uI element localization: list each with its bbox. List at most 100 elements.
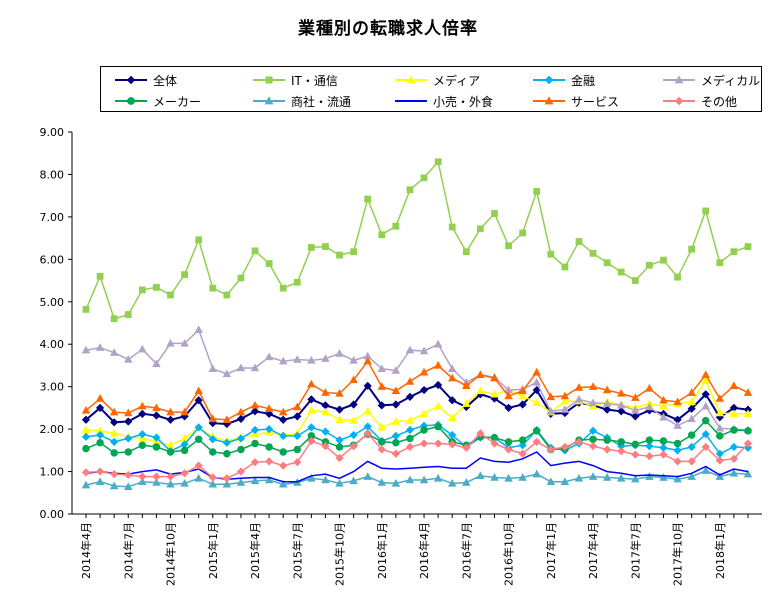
y-tick-label: 9.00: [40, 126, 65, 139]
data-point: [194, 435, 203, 444]
data-point: [588, 426, 598, 435]
y-tick-label: 5.00: [40, 296, 65, 309]
data-point: [433, 401, 443, 410]
data-point: [603, 405, 612, 414]
data-point: [433, 339, 443, 348]
data-point: [476, 429, 485, 438]
data-point: [674, 273, 681, 281]
data-point: [321, 475, 330, 484]
data-point: [349, 476, 358, 485]
data-point: [264, 457, 274, 466]
data-point: [377, 422, 387, 431]
data-point: [264, 404, 274, 412]
data-point: [377, 445, 386, 454]
data-point: [673, 457, 682, 466]
data-point: [405, 442, 415, 452]
data-point: [251, 439, 259, 448]
legend-label: メーカー: [153, 95, 202, 109]
data-point: [335, 349, 344, 357]
data-point: [405, 392, 415, 401]
data-point: [124, 311, 132, 318]
data-point: [166, 472, 175, 481]
data-point: [631, 450, 640, 459]
data-point: [167, 291, 174, 299]
series-9: [81, 429, 753, 483]
data-point: [729, 468, 739, 477]
data-point: [222, 474, 231, 483]
data-point: [166, 407, 175, 416]
data-point: [659, 473, 668, 481]
data-point: [82, 306, 90, 313]
data-point: [264, 475, 274, 484]
data-point: [673, 446, 682, 455]
data-point: [448, 440, 457, 449]
data-point: [153, 283, 160, 291]
data-point: [687, 431, 696, 439]
data-point: [222, 415, 232, 423]
x-tick-label: 2017年10月: [671, 522, 685, 586]
data-point: [603, 445, 612, 454]
y-tick-label: 6.00: [40, 253, 65, 266]
data-point: [124, 355, 133, 363]
series-line: [85, 451, 749, 483]
data-point: [180, 479, 189, 487]
data-point: [673, 474, 682, 483]
data-point: [574, 394, 584, 403]
data-point: [687, 404, 696, 413]
data-point: [95, 403, 105, 412]
data-point: [701, 376, 710, 384]
data-point: [616, 389, 626, 397]
data-point: [659, 412, 668, 421]
data-point: [420, 426, 428, 434]
data-point: [730, 248, 738, 256]
data-point: [81, 480, 91, 489]
data-point: [546, 477, 556, 485]
data-point: [405, 475, 415, 484]
data-point: [688, 245, 696, 253]
y-tick-label: 7.00: [40, 211, 65, 224]
data-point: [293, 355, 302, 363]
data-point: [265, 260, 273, 267]
data-point: [420, 174, 428, 182]
data-point: [208, 473, 217, 482]
data-point: [166, 479, 175, 488]
data-point: [124, 408, 133, 417]
data-point: [673, 421, 682, 429]
data-point: [138, 441, 147, 449]
x-tick-label: 2014年7月: [121, 522, 135, 579]
data-point: [222, 369, 232, 378]
data-point: [81, 415, 91, 424]
data-point: [180, 446, 189, 455]
data-point: [307, 355, 316, 364]
data-point: [138, 472, 147, 481]
data-point: [560, 396, 570, 405]
data-point: [279, 415, 288, 424]
data-point: [363, 406, 372, 415]
data-point: [715, 394, 725, 402]
data-point: [377, 364, 387, 373]
legend-swatch: [253, 96, 285, 105]
data-point: [208, 479, 218, 488]
data-point: [532, 367, 541, 376]
data-point: [152, 411, 161, 420]
legend-swatch: [663, 96, 695, 106]
data-point: [715, 456, 724, 465]
data-point: [109, 428, 119, 437]
data-point: [81, 406, 91, 414]
data-point: [236, 407, 246, 416]
legend-label: サービス: [571, 95, 620, 109]
data-point: [152, 403, 161, 412]
data-point: [194, 386, 203, 395]
data-point: [490, 389, 499, 398]
data-point: [152, 433, 161, 442]
data-point: [194, 423, 203, 432]
data-point: [687, 388, 696, 396]
data-point: [588, 398, 598, 407]
data-point: [236, 467, 246, 476]
data-point: [419, 475, 429, 484]
data-point: [419, 409, 429, 418]
data-point: [574, 383, 584, 391]
data-point: [363, 356, 372, 365]
data-point: [138, 430, 147, 439]
